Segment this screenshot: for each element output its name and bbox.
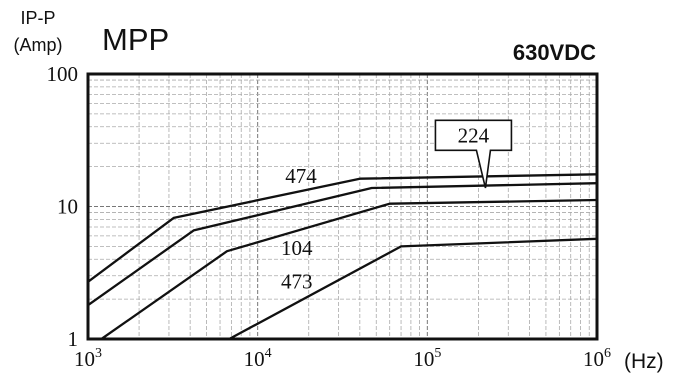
series-line-473 bbox=[228, 237, 597, 339]
y-axis-label-line-1: IP-P bbox=[20, 8, 55, 28]
tick-layer: 103 104 105 106 100 10 1 bbox=[47, 62, 612, 371]
series-label-104: 104 bbox=[281, 236, 313, 260]
y-tick-label: 10 bbox=[57, 195, 78, 219]
x-tick-label: 106 bbox=[583, 346, 611, 371]
x-tick-label: 103 bbox=[74, 346, 102, 371]
chart-title: MPP bbox=[102, 22, 169, 57]
series-line-104 bbox=[100, 198, 597, 339]
x-tick-label: 105 bbox=[413, 346, 441, 371]
series-label-473: 473 bbox=[281, 270, 313, 294]
series-layer bbox=[88, 173, 597, 339]
grid-layer bbox=[88, 74, 597, 339]
series-label-474: 474 bbox=[285, 164, 317, 188]
y-axis-label-line-2: (Amp) bbox=[14, 35, 63, 55]
y-tick-label: 100 bbox=[47, 62, 79, 86]
x-tick-label: 104 bbox=[244, 346, 272, 371]
x-axis-label: (Hz) bbox=[624, 350, 664, 373]
series-label-224: 224 bbox=[458, 123, 490, 147]
series-line-474 bbox=[88, 173, 597, 283]
y-tick-label: 1 bbox=[68, 327, 79, 351]
annotation-layer: 474 224 104 473 bbox=[281, 119, 513, 294]
callout-box-224 bbox=[434, 119, 513, 189]
chart-subtitle: 630VDC bbox=[513, 40, 596, 65]
plot-frame bbox=[86, 72, 599, 341]
